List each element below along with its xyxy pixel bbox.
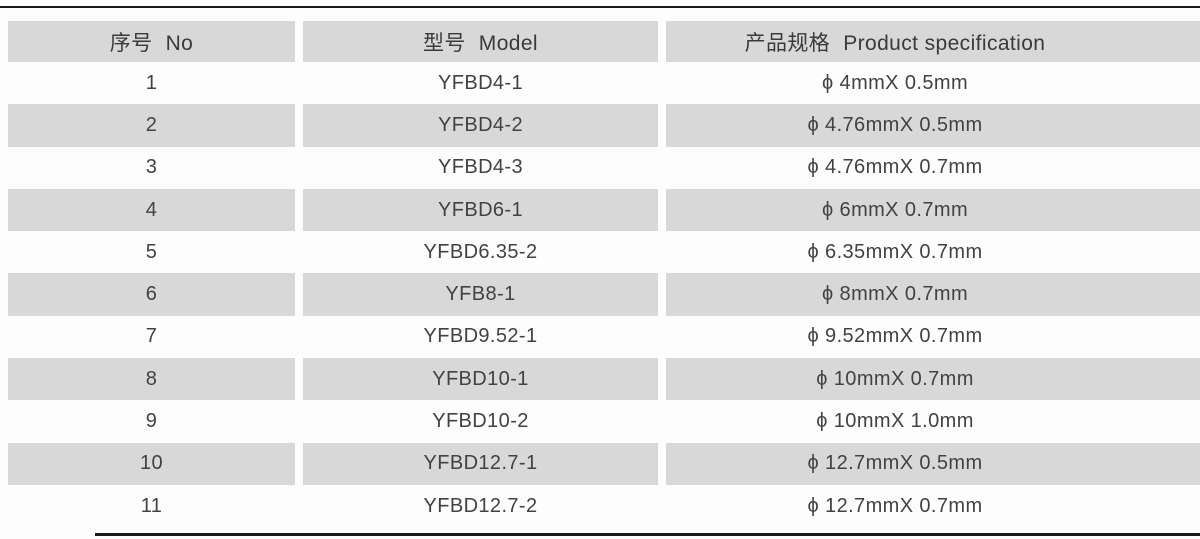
row-spec-cell: ϕ 6.35mmX 0.7mm bbox=[666, 231, 1200, 273]
table-row: 8 YFBD10-1 ϕ 10mmX 0.7mm bbox=[0, 358, 1200, 401]
row-no-value: 5 bbox=[145, 240, 158, 263]
row-no-value: 9 bbox=[145, 410, 158, 433]
row-no-value: 2 bbox=[145, 113, 158, 136]
header-spec-zh: 产品规格 bbox=[744, 31, 831, 55]
table-row: 6 YFB8-1 ϕ 8mmX 0.7mm bbox=[0, 273, 1200, 316]
row-no-value: 4 bbox=[145, 198, 158, 221]
header-spec-label: 产品规格 Product specification bbox=[745, 27, 1046, 57]
row-model-value: YFBD6.35-2 bbox=[423, 240, 538, 263]
row-spec-value: ϕ 12.7mmX 0.5mm bbox=[807, 452, 983, 475]
row-model-cell: YFBD10-1 bbox=[303, 358, 658, 401]
row-model-cell: YFBD6.35-2 bbox=[303, 231, 658, 273]
row-model-cell: YFBD10-2 bbox=[303, 400, 658, 442]
table-row: 10 YFBD12.7-1 ϕ 12.7mmX 0.5mm bbox=[0, 442, 1200, 485]
row-no-cell: 7 bbox=[8, 316, 295, 358]
row-model-cell: YFBD4-2 bbox=[303, 104, 658, 147]
row-model-value: YFB8-1 bbox=[445, 283, 516, 306]
row-no-value: 8 bbox=[145, 367, 158, 390]
header-spec-en: Product specification bbox=[843, 31, 1046, 55]
table-row: 5 YFBD6.35-2 ϕ 6.35mmX 0.7mm bbox=[0, 231, 1200, 273]
row-spec-value: ϕ 6.35mmX 0.7mm bbox=[807, 240, 983, 263]
row-no-value: 3 bbox=[145, 156, 158, 179]
row-spec-cell: ϕ 10mmX 0.7mm bbox=[666, 358, 1200, 401]
table-header-row: 序号 No 型号 Model 产品规格 Product specificatio… bbox=[0, 21, 1200, 62]
row-spec-cell: ϕ 8mmX 0.7mm bbox=[666, 273, 1200, 316]
header-cell-model: 型号 Model bbox=[303, 21, 658, 62]
row-model-cell: YFBD12.7-1 bbox=[303, 442, 658, 485]
row-spec-value: ϕ 4.76mmX 0.5mm bbox=[807, 113, 983, 136]
row-no-cell: 8 bbox=[8, 358, 295, 401]
row-spec-value: ϕ 6mmX 0.7mm bbox=[821, 198, 969, 221]
row-model-value: YFBD9.52-1 bbox=[423, 325, 538, 348]
row-spec-value: ϕ 4.76mmX 0.7mm bbox=[807, 156, 983, 179]
row-no-value: 11 bbox=[140, 494, 163, 517]
row-no-cell: 10 bbox=[8, 442, 295, 485]
row-no-cell: 6 bbox=[8, 273, 295, 316]
row-spec-cell: ϕ 12.7mmX 0.7mm bbox=[666, 485, 1200, 527]
bottom-rule bbox=[95, 533, 1200, 536]
row-spec-cell: ϕ 4.76mmX 0.7mm bbox=[666, 147, 1200, 189]
row-spec-cell: ϕ 9.52mmX 0.7mm bbox=[666, 316, 1200, 358]
row-spec-value: ϕ 10mmX 1.0mm bbox=[816, 410, 974, 433]
row-no-cell: 1 bbox=[8, 62, 295, 104]
row-no-value: 6 bbox=[145, 283, 158, 306]
row-spec-cell: ϕ 10mmX 1.0mm bbox=[666, 400, 1200, 442]
row-no-value: 10 bbox=[139, 452, 164, 475]
header-model-en: Model bbox=[478, 31, 538, 55]
product-spec-table: 序号 No 型号 Model 产品规格 Product specificatio… bbox=[0, 21, 1200, 527]
row-no-cell: 5 bbox=[8, 231, 295, 273]
table-body: 1 YFBD4-1 ϕ 4mmX 0.5mm 2 YFBD4-2 ϕ 4.76m… bbox=[0, 62, 1200, 527]
row-model-value: YFBD4-1 bbox=[437, 71, 524, 94]
row-model-cell: YFBD9.52-1 bbox=[303, 316, 658, 358]
row-no-cell: 2 bbox=[8, 104, 295, 147]
table-row: 11 YFBD12.7-2 ϕ 12.7mmX 0.7mm bbox=[0, 485, 1200, 527]
header-model-zh: 型号 bbox=[422, 31, 466, 55]
header-no-label: 序号 No bbox=[110, 27, 193, 57]
row-spec-value: ϕ 9.52mmX 0.7mm bbox=[807, 325, 983, 348]
top-rule bbox=[0, 6, 1200, 8]
row-spec-value: ϕ 10mmX 0.7mm bbox=[816, 367, 974, 390]
table-row: 4 YFBD6-1 ϕ 6mmX 0.7mm bbox=[0, 188, 1200, 232]
table-row: 2 YFBD4-2 ϕ 4.76mmX 0.5mm bbox=[0, 104, 1200, 147]
table-row: 3 YFBD4-3 ϕ 4.76mmX 0.7mm bbox=[0, 147, 1200, 189]
row-spec-cell: ϕ 12.7mmX 0.5mm bbox=[666, 442, 1200, 485]
row-model-cell: YFBD4-1 bbox=[303, 62, 658, 104]
row-model-cell: YFBD6-1 bbox=[303, 188, 658, 232]
row-no-value: 1 bbox=[145, 71, 158, 94]
row-model-value: YFBD4-2 bbox=[437, 113, 524, 136]
table-row: 1 YFBD4-1 ϕ 4mmX 0.5mm bbox=[0, 62, 1200, 104]
row-model-value: YFBD12.7-2 bbox=[423, 494, 538, 517]
row-spec-value: ϕ 12.7mmX 0.7mm bbox=[807, 494, 983, 517]
row-model-value: YFBD10-2 bbox=[432, 410, 529, 433]
row-model-value: YFBD12.7-1 bbox=[423, 452, 538, 475]
row-model-cell: YFBD12.7-2 bbox=[303, 485, 658, 527]
row-spec-value: ϕ 8mmX 0.7mm bbox=[821, 283, 969, 306]
row-model-value: YFBD4-3 bbox=[437, 156, 524, 179]
row-spec-cell: ϕ 4mmX 0.5mm bbox=[666, 62, 1200, 104]
row-model-value: YFBD10-1 bbox=[432, 367, 529, 390]
row-no-cell: 9 bbox=[8, 400, 295, 442]
row-model-value: YFBD6-1 bbox=[437, 198, 524, 221]
table-row: 7 YFBD9.52-1 ϕ 9.52mmX 0.7mm bbox=[0, 316, 1200, 358]
header-cell-spec: 产品规格 Product specification bbox=[666, 21, 1200, 62]
header-no-en: No bbox=[165, 31, 194, 55]
row-model-cell: YFBD4-3 bbox=[303, 147, 658, 189]
row-no-cell: 4 bbox=[8, 188, 295, 232]
row-spec-value: ϕ 4mmX 0.5mm bbox=[821, 71, 969, 94]
row-model-cell: YFB8-1 bbox=[303, 273, 658, 316]
row-spec-cell: ϕ 4.76mmX 0.5mm bbox=[666, 104, 1200, 147]
header-no-zh: 序号 bbox=[109, 31, 153, 55]
header-model-label: 型号 Model bbox=[423, 27, 538, 57]
row-no-value: 7 bbox=[145, 325, 158, 348]
header-cell-no: 序号 No bbox=[8, 21, 295, 62]
table-row: 9 YFBD10-2 ϕ 10mmX 1.0mm bbox=[0, 400, 1200, 442]
row-no-cell: 3 bbox=[8, 147, 295, 189]
row-spec-cell: ϕ 6mmX 0.7mm bbox=[666, 188, 1200, 232]
row-no-cell: 11 bbox=[8, 485, 295, 527]
